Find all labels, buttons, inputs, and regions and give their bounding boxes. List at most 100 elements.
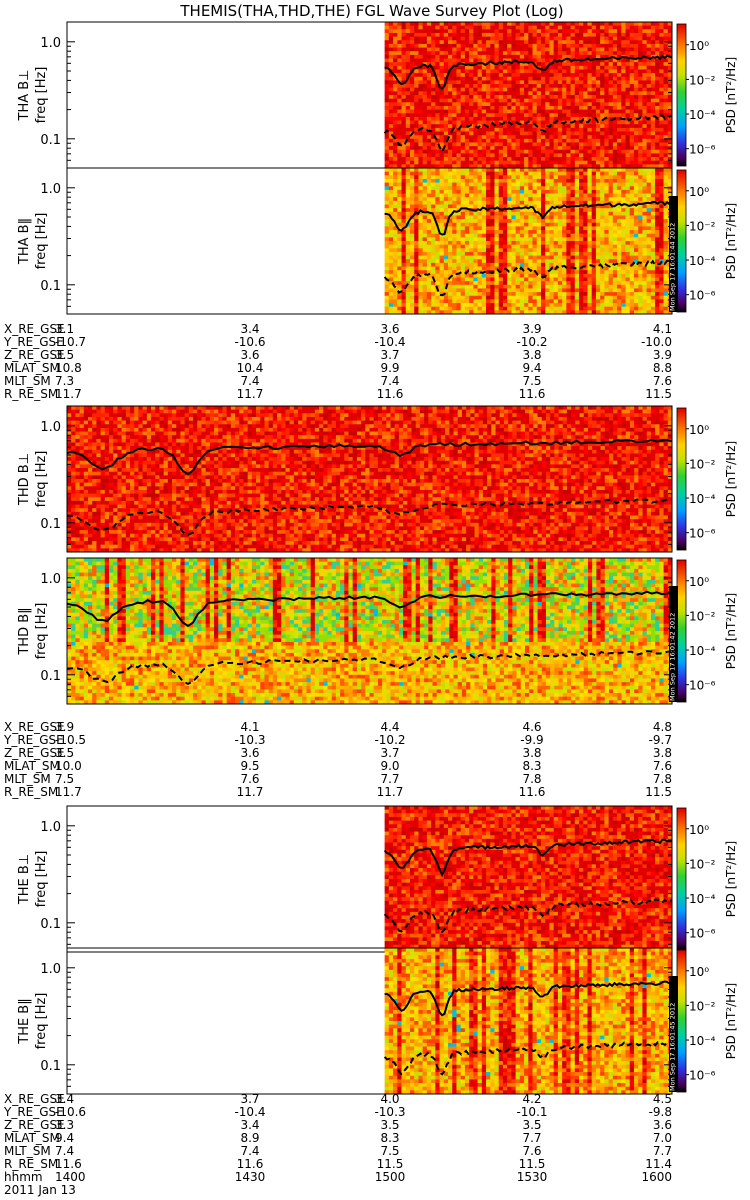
heatmap-cell	[486, 109, 491, 114]
heatmap-cell	[650, 62, 656, 67]
heatmap-cell	[625, 153, 631, 158]
heatmap-cell	[498, 211, 504, 216]
heatmap-cell	[456, 91, 462, 96]
heatmap-cell	[452, 142, 457, 147]
heatmap-cell	[401, 84, 407, 89]
heatmap-cell	[511, 149, 517, 154]
heatmap-cell	[452, 197, 457, 202]
heatmap-cell	[388, 270, 394, 275]
heatmap-cell	[452, 47, 457, 52]
heatmap-cell	[663, 135, 669, 140]
heatmap-cell	[600, 303, 605, 308]
heatmap-cell	[515, 189, 521, 194]
heatmap-cell	[511, 98, 517, 103]
heatmap-cell	[405, 40, 411, 45]
heatmap-cell	[511, 102, 517, 107]
heatmap-cell	[528, 288, 533, 293]
heatmap-cell	[629, 109, 635, 114]
heatmap-cell	[536, 109, 542, 114]
heatmap-cell	[545, 102, 550, 107]
heatmap-cell	[502, 219, 508, 224]
heatmap-cell	[583, 241, 588, 246]
heatmap-cell	[532, 277, 538, 282]
heatmap-cell	[464, 310, 470, 315]
heatmap-cell	[608, 193, 614, 198]
heatmap-cell	[583, 105, 588, 110]
heatmap-cell	[511, 255, 517, 260]
heatmap-cell	[393, 131, 398, 136]
heatmap-cell	[460, 73, 466, 78]
heatmap-cell	[490, 113, 495, 118]
heatmap-cell	[545, 142, 550, 147]
heatmap-cell	[448, 259, 453, 264]
heatmap-cell	[498, 91, 504, 96]
heatmap-cell	[414, 200, 419, 205]
heatmap-cell	[443, 73, 449, 78]
heatmap-cell	[481, 306, 487, 311]
heatmap-cell	[612, 292, 618, 297]
heatmap-cell	[397, 248, 402, 253]
heatmap-cell	[502, 65, 508, 70]
heatmap-cell	[540, 262, 546, 267]
heatmap-cell	[515, 277, 521, 282]
heatmap-cell	[545, 29, 550, 34]
heatmap-cell	[388, 193, 394, 198]
heatmap-cell	[655, 153, 660, 158]
heatmap-cell	[397, 157, 402, 162]
heatmap-cell	[422, 160, 428, 165]
heatmap-cell	[494, 43, 500, 48]
heatmap-cell	[486, 262, 491, 267]
heatmap-cell	[460, 295, 466, 300]
heatmap-cell	[464, 193, 470, 198]
heatmap-cell	[414, 273, 419, 278]
heatmap-cell	[435, 69, 440, 74]
heatmap-cell	[486, 54, 491, 59]
heatmap-cell	[431, 164, 436, 169]
heatmap-cell	[422, 219, 428, 224]
heatmap-cell	[456, 273, 462, 278]
heatmap-cell	[448, 105, 453, 110]
heatmap-cell	[612, 149, 618, 154]
heatmap-cell	[502, 62, 508, 67]
heatmap-cell	[587, 277, 593, 282]
heatmap-cell	[473, 288, 478, 293]
heatmap-cell	[604, 182, 610, 187]
heatmap-cell	[515, 105, 521, 110]
heatmap-cell	[536, 244, 542, 249]
heatmap-cell	[477, 193, 483, 198]
heatmap-cell	[439, 219, 445, 224]
heatmap-cell	[473, 131, 478, 136]
heatmap-cell	[570, 281, 576, 286]
heatmap-cell	[574, 149, 580, 154]
heatmap-cell	[532, 36, 538, 41]
heatmap-cell	[536, 303, 542, 308]
heatmap-cell	[494, 200, 500, 205]
heatmap-cell	[540, 273, 546, 278]
heatmap-cell	[418, 211, 424, 216]
heatmap-cell	[591, 80, 597, 85]
heatmap-cell	[507, 281, 512, 286]
heatmap-cell	[409, 230, 415, 235]
heatmap-cell	[540, 284, 546, 289]
heatmap-cell	[545, 292, 550, 297]
heatmap-cell	[477, 32, 483, 37]
heatmap-cell	[384, 241, 390, 246]
heatmap-cell	[384, 189, 390, 194]
heatmap-cell	[617, 127, 622, 132]
heatmap-cell	[583, 277, 588, 282]
heatmap-cell	[549, 160, 555, 165]
heatmap-cell	[405, 138, 411, 143]
heatmap-cell	[422, 69, 428, 74]
heatmap-cell	[579, 186, 584, 191]
heatmap-cell	[384, 182, 390, 187]
heatmap-cell	[486, 25, 491, 30]
heatmap-cell	[515, 164, 521, 169]
heatmap-cell	[515, 241, 521, 246]
heatmap-cell	[562, 40, 567, 45]
heatmap-cell	[469, 91, 474, 96]
heatmap-cell	[494, 277, 500, 282]
heatmap-cell	[490, 91, 495, 96]
heatmap-cell	[481, 233, 487, 238]
heatmap-cell	[659, 22, 664, 27]
heatmap-cell	[583, 270, 588, 275]
